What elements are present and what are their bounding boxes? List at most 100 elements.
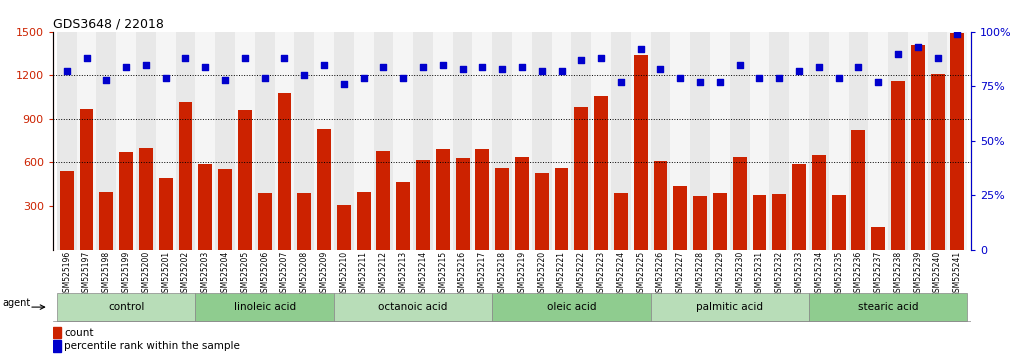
Bar	[931, 74, 945, 250]
Bar	[769, 32, 789, 250]
Bar	[334, 32, 354, 250]
Bar	[176, 32, 195, 250]
Point	[99, 77, 115, 82]
Bar	[79, 109, 94, 250]
Bar	[255, 32, 275, 250]
Bar	[294, 32, 314, 250]
Point	[494, 66, 511, 72]
Bar	[235, 32, 255, 250]
Bar	[219, 169, 232, 250]
Bar	[278, 93, 292, 250]
Text: GDS3648 / 22018: GDS3648 / 22018	[53, 18, 164, 31]
Bar	[888, 32, 908, 250]
Bar	[495, 168, 510, 250]
Point	[514, 64, 530, 69]
Bar	[694, 196, 707, 250]
Point	[672, 75, 689, 80]
Point	[356, 75, 372, 80]
Bar	[100, 192, 113, 250]
Point	[59, 68, 75, 74]
Bar	[373, 32, 394, 250]
Point	[613, 79, 630, 85]
Bar	[891, 81, 905, 250]
Bar	[433, 32, 453, 250]
Bar	[911, 45, 924, 250]
Bar	[631, 32, 651, 250]
Text: stearic acid: stearic acid	[858, 302, 918, 312]
Bar	[179, 102, 192, 250]
Bar	[772, 194, 786, 250]
Point	[712, 79, 728, 85]
Point	[811, 64, 827, 69]
Point	[137, 62, 154, 67]
Bar	[651, 293, 809, 321]
Point	[752, 75, 768, 80]
Bar	[753, 195, 767, 250]
Bar	[354, 32, 373, 250]
Point	[574, 57, 590, 63]
Bar	[198, 164, 213, 250]
Bar	[832, 195, 845, 250]
Point	[652, 66, 668, 72]
Bar	[829, 32, 848, 250]
Bar	[376, 151, 391, 250]
Bar	[97, 32, 116, 250]
Bar	[76, 32, 97, 250]
Point	[930, 55, 946, 61]
Bar	[492, 32, 512, 250]
Bar	[673, 186, 687, 250]
Text: palmitic acid: palmitic acid	[697, 302, 764, 312]
Bar	[57, 293, 195, 321]
Bar	[492, 293, 651, 321]
Bar	[317, 129, 331, 250]
Point	[336, 81, 352, 87]
Bar	[792, 164, 805, 250]
Point	[949, 31, 965, 37]
Bar	[413, 32, 433, 250]
Bar	[594, 96, 608, 250]
Bar	[611, 32, 631, 250]
Bar	[394, 32, 413, 250]
Text: agent: agent	[3, 298, 31, 308]
Point	[395, 75, 411, 80]
Bar	[57, 32, 76, 250]
Bar	[475, 149, 489, 250]
Bar	[436, 149, 450, 250]
Bar	[591, 32, 611, 250]
Bar	[119, 152, 133, 250]
Bar	[928, 32, 948, 250]
Point	[237, 55, 253, 61]
Bar	[750, 32, 769, 250]
Bar	[554, 168, 569, 250]
Bar	[397, 182, 410, 250]
Bar	[848, 32, 869, 250]
Point	[256, 75, 273, 80]
Bar	[257, 193, 272, 250]
Point	[534, 68, 550, 74]
Text: count: count	[64, 328, 94, 338]
Point	[434, 62, 451, 67]
Bar	[314, 32, 334, 250]
Point	[375, 64, 392, 69]
Point	[553, 68, 570, 74]
Point	[78, 55, 95, 61]
Point	[455, 66, 471, 72]
Bar	[951, 33, 964, 250]
Point	[197, 64, 214, 69]
Bar	[512, 32, 532, 250]
Bar	[691, 32, 710, 250]
Bar	[551, 32, 572, 250]
Text: octanoic acid: octanoic acid	[378, 302, 447, 312]
Bar	[730, 32, 750, 250]
Bar	[908, 32, 928, 250]
Bar	[713, 193, 727, 250]
Bar	[53, 327, 61, 338]
Text: oleic acid: oleic acid	[547, 302, 596, 312]
Bar	[156, 32, 176, 250]
Point	[593, 55, 609, 61]
Bar	[812, 155, 826, 250]
Point	[890, 51, 906, 57]
Bar	[634, 55, 648, 250]
Point	[277, 55, 293, 61]
Bar	[651, 32, 670, 250]
